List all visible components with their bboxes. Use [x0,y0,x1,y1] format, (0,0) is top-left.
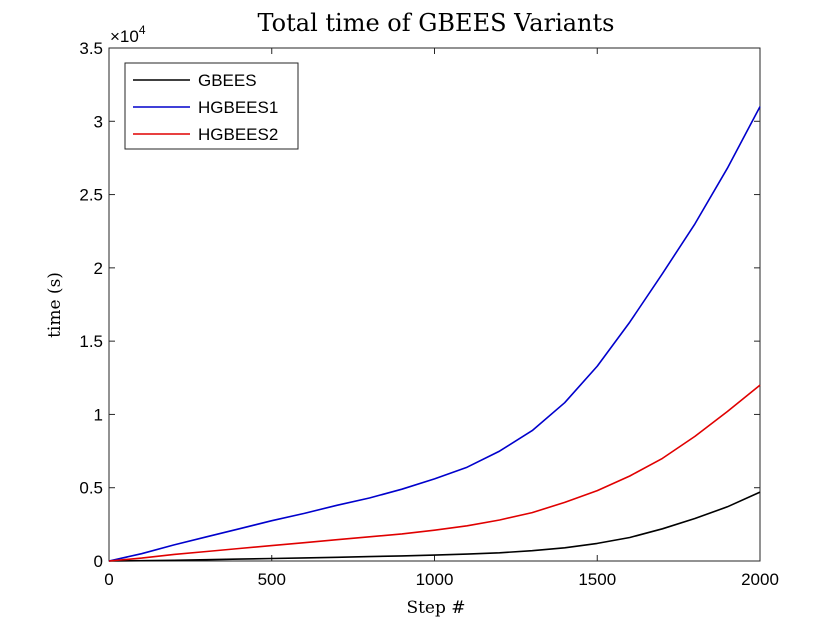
y-tick-label: 1 [94,405,103,424]
plot-area [108,47,761,562]
x-tick-label: 0 [104,570,113,589]
y-tick-label: 0.5 [79,479,103,498]
chart-title: Total time of GBEES Variants [258,9,615,37]
y-tick-label: 1.5 [79,332,103,351]
y-tick-labels: 0 0.5 1 1.5 2 2.5 3 3.5 [79,39,103,571]
y-axis-label: time (s) [45,272,65,338]
y-exponent-label: ×104 [110,23,146,46]
x-tick-label: 1500 [578,570,616,589]
legend-label-gbees: GBEES [198,71,257,90]
tick-marks [108,47,761,562]
x-tick-label: 2000 [741,570,779,589]
y-tick-label: 3 [94,112,103,131]
y-tick-label: 0 [94,552,103,571]
series-line-gbees [108,491,761,562]
x-tick-label: 1000 [416,570,454,589]
series-line-hgbees1 [108,106,761,562]
series-lines [108,106,761,562]
y-tick-label: 3.5 [79,39,103,58]
legend-label-hgbees2: HGBEES2 [198,125,278,144]
legend: GBEES HGBEES1 HGBEES2 [124,62,299,150]
x-axis-label: Step # [406,598,465,618]
x-tick-labels: 0 500 1000 1500 2000 [104,570,779,589]
y-tick-label: 2.5 [79,186,103,205]
legend-label-hgbees1: HGBEES1 [198,98,278,117]
x-tick-label: 500 [258,570,286,589]
series-line-hgbees2 [108,384,761,562]
y-tick-label: 2 [94,259,103,278]
